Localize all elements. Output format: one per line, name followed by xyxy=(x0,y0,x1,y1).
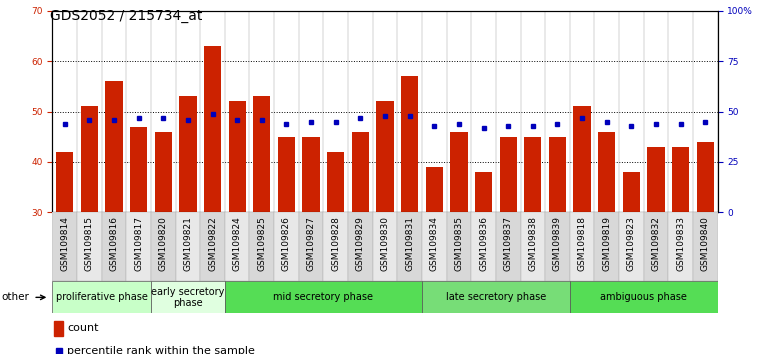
Text: GSM109836: GSM109836 xyxy=(479,216,488,271)
Text: GSM109820: GSM109820 xyxy=(159,216,168,271)
Text: GSM109839: GSM109839 xyxy=(553,216,562,271)
Bar xyxy=(475,172,492,212)
Bar xyxy=(397,212,422,281)
Text: GSM109835: GSM109835 xyxy=(454,216,464,271)
Bar xyxy=(176,212,200,281)
Bar xyxy=(422,281,570,313)
Text: GSM109825: GSM109825 xyxy=(257,216,266,271)
Bar xyxy=(52,212,77,281)
Text: GSM109823: GSM109823 xyxy=(627,216,636,271)
Bar xyxy=(693,212,718,281)
Text: late secretory phase: late secretory phase xyxy=(446,292,546,302)
Bar xyxy=(200,212,225,281)
Bar xyxy=(521,212,545,281)
Bar xyxy=(648,147,665,212)
Bar xyxy=(668,212,693,281)
Text: proliferative phase: proliferative phase xyxy=(55,292,148,302)
Text: ambiguous phase: ambiguous phase xyxy=(601,292,687,302)
Bar xyxy=(303,137,320,212)
Text: GSM109828: GSM109828 xyxy=(331,216,340,271)
Bar xyxy=(81,107,98,212)
Bar xyxy=(126,212,151,281)
Bar xyxy=(619,212,644,281)
Bar xyxy=(54,321,63,336)
Bar xyxy=(179,96,196,212)
Bar xyxy=(52,281,151,313)
Text: GSM109837: GSM109837 xyxy=(504,216,513,271)
Bar xyxy=(422,212,447,281)
Bar xyxy=(570,212,594,281)
Bar xyxy=(447,212,471,281)
Bar xyxy=(225,281,422,313)
Text: GSM109830: GSM109830 xyxy=(380,216,390,271)
Text: early secretory
phase: early secretory phase xyxy=(151,286,225,308)
Text: mid secretory phase: mid secretory phase xyxy=(273,292,373,302)
Bar xyxy=(574,107,591,212)
Text: GSM109831: GSM109831 xyxy=(405,216,414,271)
Text: GSM109818: GSM109818 xyxy=(578,216,587,271)
Bar xyxy=(570,281,718,313)
Text: GSM109824: GSM109824 xyxy=(233,216,242,270)
Text: GDS2052 / 215734_at: GDS2052 / 215734_at xyxy=(50,9,203,23)
Bar xyxy=(130,127,147,212)
Bar xyxy=(672,147,689,212)
Bar xyxy=(500,137,517,212)
Bar xyxy=(401,76,418,212)
Text: GSM109832: GSM109832 xyxy=(651,216,661,271)
Text: GSM109817: GSM109817 xyxy=(134,216,143,271)
Text: GSM109826: GSM109826 xyxy=(282,216,291,271)
Bar xyxy=(594,212,619,281)
Bar xyxy=(102,212,126,281)
Bar xyxy=(471,212,496,281)
Bar xyxy=(225,212,249,281)
Bar xyxy=(299,212,323,281)
Bar xyxy=(697,142,714,212)
Bar xyxy=(450,132,467,212)
Bar xyxy=(278,137,295,212)
Bar xyxy=(496,212,521,281)
Bar xyxy=(249,212,274,281)
Text: GSM109833: GSM109833 xyxy=(676,216,685,271)
Text: GSM109816: GSM109816 xyxy=(109,216,119,271)
Bar xyxy=(253,96,270,212)
Text: count: count xyxy=(67,323,99,333)
Bar xyxy=(623,172,640,212)
Bar xyxy=(77,212,102,281)
Bar xyxy=(105,81,122,212)
Text: other: other xyxy=(2,292,29,302)
Bar xyxy=(598,132,615,212)
Text: GSM109819: GSM109819 xyxy=(602,216,611,271)
Bar xyxy=(377,101,393,212)
Bar xyxy=(155,132,172,212)
Bar xyxy=(426,167,443,212)
Text: GSM109829: GSM109829 xyxy=(356,216,365,271)
Text: GSM109827: GSM109827 xyxy=(306,216,316,271)
Bar xyxy=(644,212,668,281)
Text: percentile rank within the sample: percentile rank within the sample xyxy=(67,346,255,354)
Text: GSM109838: GSM109838 xyxy=(528,216,537,271)
Bar xyxy=(524,137,541,212)
Bar xyxy=(352,132,369,212)
Bar xyxy=(151,212,176,281)
Bar xyxy=(549,137,566,212)
Bar xyxy=(151,281,225,313)
Bar xyxy=(327,152,344,212)
Text: GSM109815: GSM109815 xyxy=(85,216,94,271)
Text: GSM109814: GSM109814 xyxy=(60,216,69,271)
Text: GSM109840: GSM109840 xyxy=(701,216,710,271)
Bar xyxy=(373,212,397,281)
Text: GSM109821: GSM109821 xyxy=(183,216,192,271)
Bar xyxy=(229,101,246,212)
Bar xyxy=(348,212,373,281)
Bar xyxy=(204,46,221,212)
Bar xyxy=(274,212,299,281)
Text: GSM109834: GSM109834 xyxy=(430,216,439,271)
Bar xyxy=(545,212,570,281)
Bar xyxy=(56,152,73,212)
Bar xyxy=(323,212,348,281)
Text: GSM109822: GSM109822 xyxy=(208,216,217,270)
